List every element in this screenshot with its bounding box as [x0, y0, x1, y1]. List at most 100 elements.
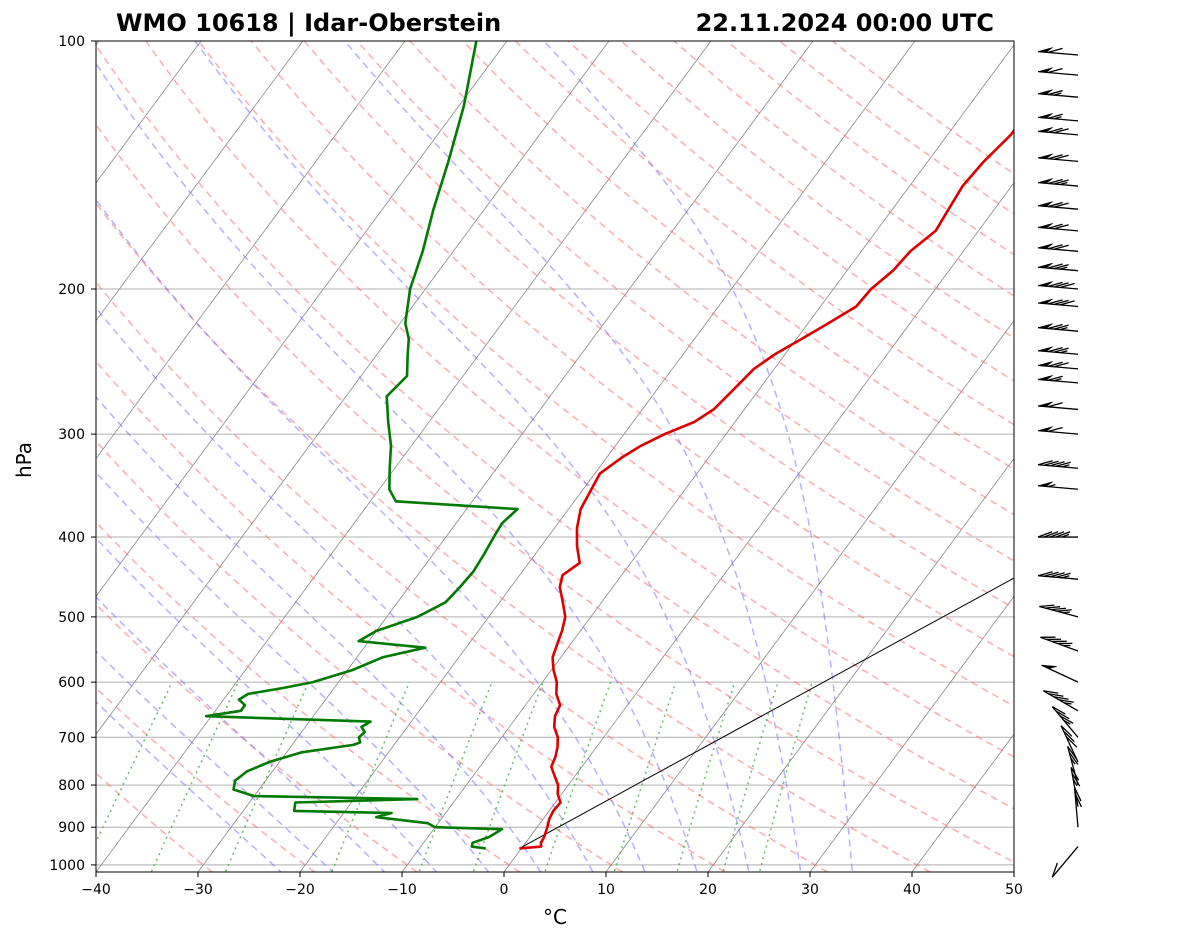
- y-tick-label: 400: [58, 530, 85, 546]
- dry-adiabat-line: [462, 41, 1014, 470]
- dry-adiabat-line: [96, 360, 726, 872]
- moist-adiabat-line: [96, 700, 283, 872]
- wind-barb: [1038, 323, 1079, 332]
- wind-barb: [1038, 127, 1079, 136]
- mixing-ratio-line: [758, 681, 813, 872]
- dry-adiabat-line: [726, 41, 1014, 256]
- moist-adiabat-line: [194, 41, 750, 872]
- wind-barb: [1051, 846, 1079, 878]
- dry-adiabat-line: [250, 41, 1014, 658]
- isotherm-line: [96, 41, 202, 184]
- moist-adiabat-line: [96, 306, 594, 872]
- wind-barbs: [1037, 47, 1083, 878]
- mixing-ratio-line: [613, 681, 677, 872]
- dry-adiabat-line: [515, 41, 1014, 426]
- wind-barb: [1038, 153, 1079, 163]
- y-tick-label: 100: [58, 34, 85, 50]
- y-tick-label: 200: [58, 282, 85, 298]
- wind-barb: [1039, 604, 1079, 618]
- wind-barb: [1040, 636, 1079, 652]
- isotherm-line: [299, 41, 916, 872]
- dry-adiabat-line: [96, 686, 316, 872]
- temperature-profile-line: [519, 128, 1014, 850]
- dry-adiabat-line: [567, 41, 1014, 382]
- y-tick-label: 800: [58, 778, 85, 794]
- chart-title-left: WMO 10618 | Idar-Oberstein: [116, 9, 501, 37]
- wind-barb: [1038, 375, 1079, 384]
- y-tick-label: 500: [58, 610, 85, 626]
- parcel-path-line: [519, 577, 1014, 849]
- x-tick-label: 0: [500, 882, 509, 898]
- x-tick-label: 40: [903, 882, 921, 898]
- isotherm-line: [707, 457, 1014, 872]
- moist-adiabat-line: [543, 41, 854, 872]
- isotherm-line: [503, 182, 1014, 872]
- x-tick-label: −30: [183, 882, 213, 898]
- wind-barb: [1038, 243, 1079, 252]
- mixing-ratio-line: [150, 681, 239, 872]
- y-axis-label: hPa: [12, 442, 36, 478]
- moist-adiabat-line: [96, 198, 646, 872]
- isotherm-line: [96, 41, 508, 597]
- mixing-ratio-line: [722, 681, 779, 872]
- x-tick-label: 30: [801, 882, 819, 898]
- x-tick-label: −10: [387, 882, 417, 898]
- wind-barb: [1038, 361, 1079, 370]
- isotherm-line: [401, 44, 1014, 872]
- moist-adiabat-line: [96, 62, 698, 872]
- isotherm-line: [197, 41, 814, 872]
- dry-adiabat-line: [303, 41, 1014, 610]
- y-tick-label: 900: [58, 820, 85, 836]
- profile-lines: [204, 41, 1014, 850]
- dry-adiabat-line: [409, 41, 1014, 516]
- x-tick-label: 50: [1005, 882, 1023, 898]
- wind-barb: [1051, 706, 1079, 738]
- y-tick-label: 1000: [49, 858, 85, 874]
- isotherm-line: [809, 595, 1014, 872]
- dry-adiabat-line: [673, 41, 1014, 297]
- dewpoint-profile-line: [204, 41, 519, 850]
- wind-barb: [1038, 426, 1079, 435]
- y-tick-label: 600: [58, 675, 85, 691]
- wind-barb: [1037, 460, 1079, 469]
- dry-adiabat-line: [779, 41, 1014, 215]
- wind-barb: [1038, 262, 1079, 272]
- mixing-ratio-line: [224, 681, 310, 872]
- wind-barb: [1038, 298, 1079, 308]
- wind-barb: [1037, 571, 1079, 580]
- dry-adiabat-line: [96, 44, 1014, 810]
- wind-barb: [1038, 178, 1079, 187]
- wind-barb: [1038, 401, 1079, 411]
- x-axis-label: °C: [543, 905, 567, 929]
- wind-barb: [1038, 223, 1079, 232]
- wind-barb: [1038, 201, 1079, 210]
- dry-adiabat-line: [145, 41, 1014, 758]
- wind-barb: [1060, 725, 1079, 763]
- mixing-ratio-line: [676, 681, 736, 872]
- x-tick-label: −20: [285, 882, 315, 898]
- moist-adiabat-line: [96, 596, 386, 872]
- dry-adiabat-line: [356, 41, 1014, 562]
- y-tick-label: 700: [58, 730, 85, 746]
- x-tick-label: 10: [597, 882, 615, 898]
- wind-barb: [1038, 47, 1079, 56]
- moist-adiabat-line: [96, 650, 334, 872]
- background-lines: [96, 41, 1014, 872]
- wind-barb: [1038, 89, 1079, 98]
- dry-adiabat-line: [96, 440, 623, 872]
- wind-barb: [1038, 113, 1079, 122]
- y-tick-label: 300: [58, 427, 85, 443]
- x-tick-label: −40: [81, 882, 111, 898]
- mixing-ratio-line: [330, 681, 411, 872]
- isotherm-line: [605, 319, 1014, 872]
- wind-barb: [1043, 690, 1079, 712]
- plot-frame: [95, 40, 1015, 873]
- wind-barb: [1038, 481, 1079, 490]
- moist-adiabat-line: [96, 471, 490, 872]
- wind-barb: [1038, 281, 1079, 290]
- wind-barb: [1037, 531, 1078, 538]
- wind-barb: [1041, 664, 1079, 683]
